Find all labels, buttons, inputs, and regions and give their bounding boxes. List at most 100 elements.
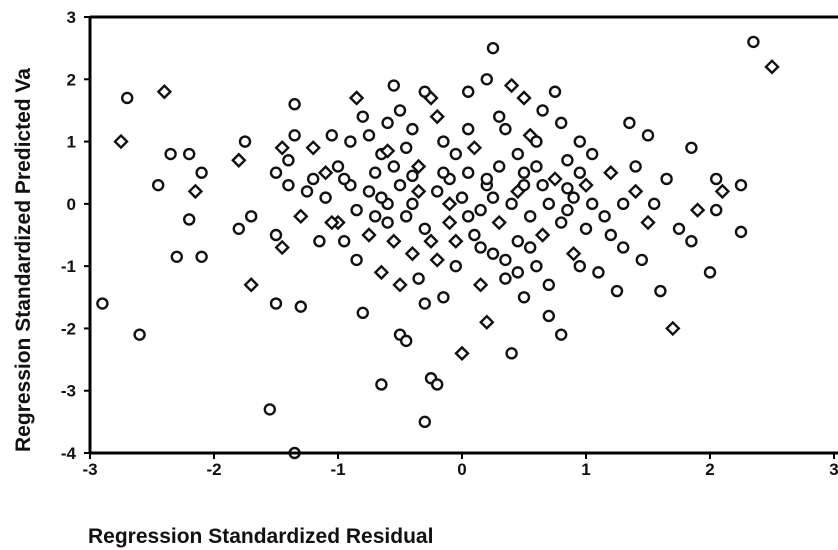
scatter-point xyxy=(555,328,568,341)
y-tick-label: 2 xyxy=(67,70,76,89)
scatter-point xyxy=(573,259,586,273)
scatter-point xyxy=(480,73,493,86)
scatter-point xyxy=(113,133,129,150)
scatter-point xyxy=(685,235,698,248)
scatter-point xyxy=(640,214,656,231)
scatter-point xyxy=(400,141,413,155)
scatter-point xyxy=(437,135,450,148)
scatter-point xyxy=(503,77,520,94)
scatter-point xyxy=(437,291,450,304)
scatter-point xyxy=(648,197,661,211)
scatter-point xyxy=(672,222,686,235)
scatter-point xyxy=(499,122,512,136)
x-tick-label: -1 xyxy=(330,460,345,479)
scatter-point xyxy=(393,104,407,117)
scatter-point xyxy=(344,135,357,148)
scatter-point xyxy=(187,183,204,200)
scatter-point xyxy=(381,216,394,229)
scatter-point xyxy=(586,147,599,161)
scatter-point xyxy=(317,165,334,181)
scatter-point xyxy=(665,320,681,337)
scatter-point xyxy=(455,191,469,204)
x-tick-label: 1 xyxy=(581,460,590,479)
scatter-point xyxy=(379,143,396,159)
scatter-point xyxy=(635,253,648,267)
scatter-point xyxy=(243,277,259,293)
scatter-point xyxy=(238,135,252,148)
scatter-point xyxy=(747,35,760,49)
scatter-point xyxy=(324,214,340,231)
scatter-point xyxy=(499,253,512,267)
scatter-point xyxy=(244,210,258,223)
scatter-point xyxy=(362,129,376,142)
scatter-point xyxy=(493,160,506,173)
scatter-point xyxy=(561,182,574,195)
y-axis-title: Regression Standardized Predicted Va xyxy=(12,68,35,452)
scatter-point xyxy=(462,210,475,223)
scatter-point xyxy=(454,345,470,362)
y-tick-label: 0 xyxy=(67,195,76,214)
scatter-point xyxy=(573,135,586,148)
scatter-point xyxy=(381,116,394,130)
scatter-point xyxy=(269,166,283,179)
y-tick-label: -4 xyxy=(61,444,77,463)
scatter-point xyxy=(288,129,301,142)
scatter-point xyxy=(373,264,390,281)
scatter-point xyxy=(418,297,431,310)
x-axis-title: Regression Standardized Residual xyxy=(88,525,433,548)
scatter-point xyxy=(764,59,780,75)
scatter-point xyxy=(369,166,382,179)
scatter-point xyxy=(362,185,376,198)
x-tick-label: -2 xyxy=(206,460,221,479)
scatter-point xyxy=(406,169,419,183)
scatter-point xyxy=(511,147,524,161)
scatter-point xyxy=(548,85,562,98)
scatter-point xyxy=(462,166,475,179)
scatter-point xyxy=(307,172,320,186)
scatter-point xyxy=(423,233,439,249)
scatter-point xyxy=(387,160,400,173)
scatter-point xyxy=(685,141,698,155)
y-tick-label: -2 xyxy=(61,319,76,338)
scatter-point xyxy=(524,210,537,223)
scatter-point xyxy=(578,177,594,193)
scatter-point xyxy=(598,210,611,223)
scatter-point xyxy=(263,403,276,416)
scatter-point xyxy=(195,250,208,263)
scatter-point xyxy=(269,297,283,310)
scatter-point xyxy=(441,214,458,231)
scatter-point xyxy=(96,297,109,310)
scatter-point xyxy=(466,140,483,156)
scatter-point xyxy=(499,272,512,285)
y-tick-label: -1 xyxy=(61,257,76,276)
scatter-point xyxy=(462,122,475,136)
scatter-point xyxy=(288,97,301,111)
scatter-point xyxy=(703,266,717,279)
x-tick-label: 2 xyxy=(705,460,714,479)
scatter-point xyxy=(505,347,518,360)
scatter-point xyxy=(151,178,165,192)
scatter-point xyxy=(293,208,309,225)
scatter-point xyxy=(511,266,524,279)
scatter-point xyxy=(524,241,537,254)
scatter-point xyxy=(689,202,706,218)
scatter-point xyxy=(195,166,208,179)
scatter-point xyxy=(437,166,450,179)
scatter-point xyxy=(182,147,196,161)
scatter-point xyxy=(592,266,605,279)
scatter-point xyxy=(164,147,177,161)
scatter-point xyxy=(331,160,345,173)
scatter-point xyxy=(573,166,586,179)
scatter-point xyxy=(610,284,624,298)
scatter-point xyxy=(338,172,351,186)
scatter-point xyxy=(120,91,134,105)
scatter-point xyxy=(710,172,723,186)
y-tick-label: -3 xyxy=(61,382,76,401)
scatter-point xyxy=(714,183,731,200)
scatter-point xyxy=(462,85,475,98)
scatter-point xyxy=(375,191,388,204)
scatter-point xyxy=(534,227,551,243)
scatter-point xyxy=(400,334,413,348)
scatter-point xyxy=(369,210,382,223)
scatter-point xyxy=(505,197,518,211)
